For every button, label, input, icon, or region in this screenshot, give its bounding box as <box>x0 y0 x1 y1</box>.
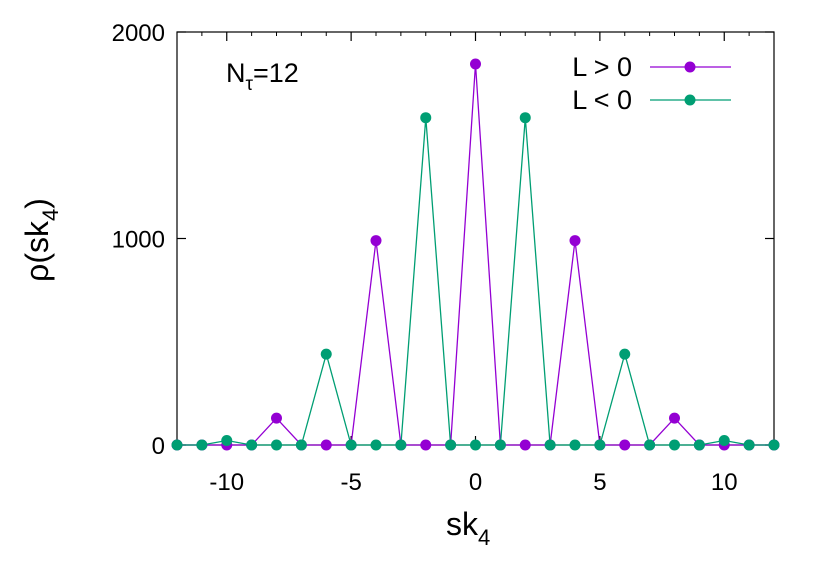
series-0-point-10 <box>420 439 432 451</box>
legend-label-1: L < 0 <box>572 85 632 115</box>
plot-frame <box>176 31 775 446</box>
legend-marker-1 <box>684 94 696 106</box>
series-0 <box>171 58 780 451</box>
tick-labels: -10 -5 0 5 10 0 1000 2000 <box>112 20 738 496</box>
series-1-point-13 <box>494 439 506 451</box>
x-tick-label-3: 5 <box>593 469 606 496</box>
series-1-point-15 <box>544 439 556 451</box>
series-1-point-10 <box>420 112 432 124</box>
series-1-point-20 <box>669 439 680 451</box>
series-1-point-5 <box>295 439 307 451</box>
series-1-point-14 <box>519 112 531 124</box>
series-1-point-3 <box>246 439 258 451</box>
axis-ticks <box>176 31 775 446</box>
series-1-point-1 <box>196 439 208 451</box>
series-1-point-6 <box>320 348 332 360</box>
series-0-point-20 <box>669 412 680 424</box>
series-1-point-9 <box>395 439 407 451</box>
y-tick-label-2: 2000 <box>112 20 165 47</box>
x-tick-label-1: -5 <box>340 469 361 496</box>
annotation-suffix: =12 <box>253 58 299 88</box>
series-0-point-6 <box>320 439 332 451</box>
series-1-line <box>177 117 774 446</box>
series-1-point-22 <box>718 434 730 446</box>
series-1-point-2 <box>221 434 233 446</box>
y-axis-label-suffix: ) <box>19 198 55 209</box>
legend-label-0: L > 0 <box>572 52 632 82</box>
series-1-point-17 <box>594 439 606 451</box>
x-tick-label-2: 0 <box>469 469 482 496</box>
x-tick-label-0: -10 <box>209 469 244 496</box>
series-1-point-16 <box>569 439 581 451</box>
y-axis-label-sub: 4 <box>38 209 63 221</box>
series-1-point-4 <box>271 439 282 451</box>
series-0-line <box>177 63 774 446</box>
y-axis-label: ρ(sk4) <box>19 198 63 282</box>
series-1 <box>171 112 780 451</box>
y-tick-label-0: 0 <box>152 433 165 460</box>
series-1-point-21 <box>693 439 705 451</box>
series-1-point-8 <box>370 439 382 451</box>
series-1-point-24 <box>768 439 780 451</box>
series-1-point-19 <box>644 439 656 451</box>
series-1-point-23 <box>743 439 755 451</box>
series-1-point-12 <box>470 439 481 451</box>
x-axis-label-sub: 4 <box>478 525 490 550</box>
series-0-point-12 <box>470 58 481 70</box>
series-layer <box>171 58 780 451</box>
x-tick-label-4: 10 <box>711 469 738 496</box>
series-1-point-18 <box>619 348 631 360</box>
legend: L > 0L < 0 <box>572 52 731 115</box>
series-1-point-7 <box>345 439 357 451</box>
series-0-point-18 <box>619 439 631 451</box>
series-0-point-4 <box>271 412 282 424</box>
y-tick-label-1: 1000 <box>112 227 165 254</box>
series-0-point-16 <box>569 235 581 247</box>
legend-marker-0 <box>684 61 696 73</box>
annotation-sub: τ <box>246 74 254 95</box>
x-axis-label: sk4 <box>446 506 490 550</box>
series-1-point-0 <box>171 439 183 451</box>
annotation-base: N <box>226 58 246 88</box>
x-axis-label-base: sk <box>446 506 479 542</box>
y-axis-label-base: ρ(sk <box>19 220 55 282</box>
annotation: Nτ=12 <box>226 58 299 95</box>
series-0-point-8 <box>370 235 382 247</box>
series-1-point-11 <box>445 439 457 451</box>
series-0-point-14 <box>519 439 531 451</box>
